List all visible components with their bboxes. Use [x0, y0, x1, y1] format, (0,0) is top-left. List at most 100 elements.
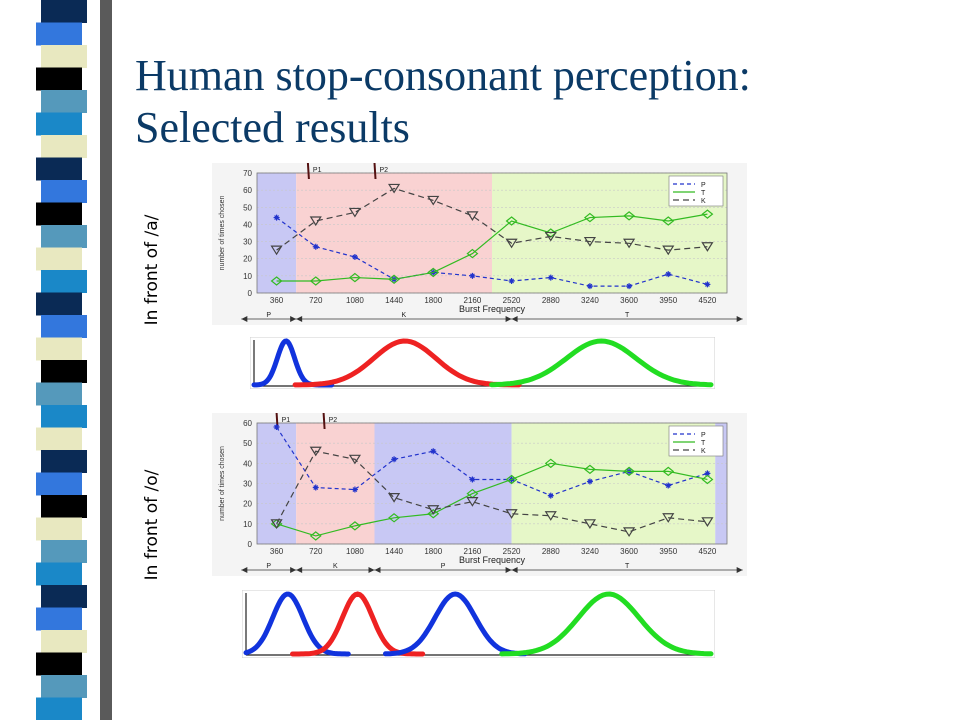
o-point-k	[388, 493, 401, 503]
o-xtick-label: 3950	[659, 547, 677, 556]
o-ytick-label: 10	[243, 520, 252, 529]
stripe-block	[41, 405, 87, 428]
a-marker-line	[306, 163, 310, 180]
a-ytick-label: 0	[248, 289, 253, 298]
a-point-k	[388, 183, 401, 194]
a-point-t	[388, 274, 401, 285]
o-range-label: K	[333, 563, 338, 570]
stripe-block	[36, 517, 82, 541]
stripe-block	[36, 427, 82, 451]
a-ytick-label: 70	[243, 169, 252, 178]
o-point-k	[623, 527, 636, 538]
a-ytick-label: 60	[243, 186, 252, 195]
a-ytick-label: 20	[243, 255, 252, 264]
o-xtick-label: 3240	[581, 547, 599, 556]
o-xtick-label: 1080	[346, 547, 364, 556]
o-series-line-t	[276, 462, 708, 537]
a-legend-box	[668, 175, 724, 207]
stripe-block	[41, 45, 87, 68]
a-point-k	[427, 195, 440, 206]
a-arrow-head	[505, 316, 512, 322]
o-arrow-head	[241, 567, 248, 573]
o-legend-label: P	[701, 432, 706, 439]
stripe-block	[41, 270, 87, 293]
stripe-block	[36, 292, 82, 316]
a-ytick-label: 50	[243, 203, 252, 212]
o-point-t	[701, 474, 714, 485]
a-bump-frame	[250, 337, 715, 389]
a-point-t	[348, 272, 361, 283]
o-point-t	[348, 521, 361, 531]
a-point-p	[273, 214, 280, 221]
a-point-k	[701, 242, 714, 252]
o-ytick-label: 40	[243, 459, 252, 468]
o-point-p	[312, 484, 319, 491]
o-xtick-label: 2160	[464, 547, 482, 556]
a-point-t	[583, 212, 596, 223]
stripe-block	[41, 540, 87, 563]
a-xtick-label: 1800	[424, 296, 442, 305]
o-point-p	[391, 456, 398, 463]
o-range-label: T	[625, 563, 630, 570]
o-range-label: P	[266, 563, 271, 570]
o-point-p	[586, 478, 593, 485]
decorative-side-stripe	[36, 0, 112, 720]
a-point-k	[270, 245, 283, 256]
curves-front-of-o	[242, 590, 715, 658]
o-point-p	[665, 482, 672, 489]
o-xtick-label: 720	[309, 547, 323, 556]
a-ytick-label: 30	[243, 238, 252, 247]
a-point-p	[626, 283, 633, 290]
o-xtick-label: 4520	[699, 547, 717, 556]
stripe-block	[41, 225, 87, 248]
o-ylabel: number of times chosen	[219, 446, 226, 521]
o-point-t	[623, 466, 636, 477]
o-point-p	[469, 476, 476, 483]
a-point-k	[348, 207, 361, 218]
a-plot-frame	[256, 172, 728, 294]
o-arrow-head	[505, 567, 512, 573]
a-range-label: K	[402, 312, 407, 319]
title-line-1: Human stop-consonant perception:	[135, 51, 751, 100]
a-point-t	[505, 216, 518, 226]
stripe-shadow	[100, 0, 112, 720]
o-ytick-label: 0	[248, 540, 253, 549]
o-arrow-head	[290, 567, 297, 573]
o-point-k	[348, 454, 361, 465]
o-point-t	[388, 513, 401, 523]
a-marker-line	[373, 163, 377, 180]
a-arrow-head	[511, 316, 518, 322]
o-range-label: P	[441, 563, 446, 570]
stripe-block	[41, 585, 87, 608]
stripe-block	[36, 67, 82, 91]
stripe-block	[41, 315, 87, 338]
a-point-t	[270, 276, 283, 286]
slide-title: Human stop-consonant perception: Selecte…	[135, 50, 751, 154]
o-marker-label: P2	[329, 417, 338, 424]
a-arrow-head	[736, 316, 743, 322]
stripe-block	[41, 495, 87, 518]
stripe-block	[36, 607, 82, 631]
a-arrow-head	[296, 316, 303, 322]
a-point-k	[662, 245, 675, 256]
stripe-block	[41, 180, 87, 203]
o-series-line-k	[276, 450, 708, 533]
a-bump-curve	[292, 338, 522, 388]
o-marker-label: P1	[282, 417, 291, 424]
stripe-block	[36, 562, 82, 586]
stripe-block	[41, 675, 87, 698]
a-point-p	[312, 243, 319, 250]
o-point-p	[430, 448, 437, 455]
a-point-k	[505, 238, 518, 249]
o-point-k	[701, 517, 714, 527]
a-series-line-t	[276, 213, 708, 282]
a-ytick-label: 10	[243, 272, 252, 281]
stripe-block	[41, 630, 87, 653]
stripe-block	[36, 337, 82, 361]
a-xlabel: Burst Frequency	[459, 304, 526, 314]
o-plot-frame	[256, 422, 728, 545]
a-legend-label: K	[701, 198, 706, 205]
o-point-k	[309, 446, 322, 457]
a-point-k	[623, 238, 636, 249]
a-point-p	[704, 281, 711, 288]
